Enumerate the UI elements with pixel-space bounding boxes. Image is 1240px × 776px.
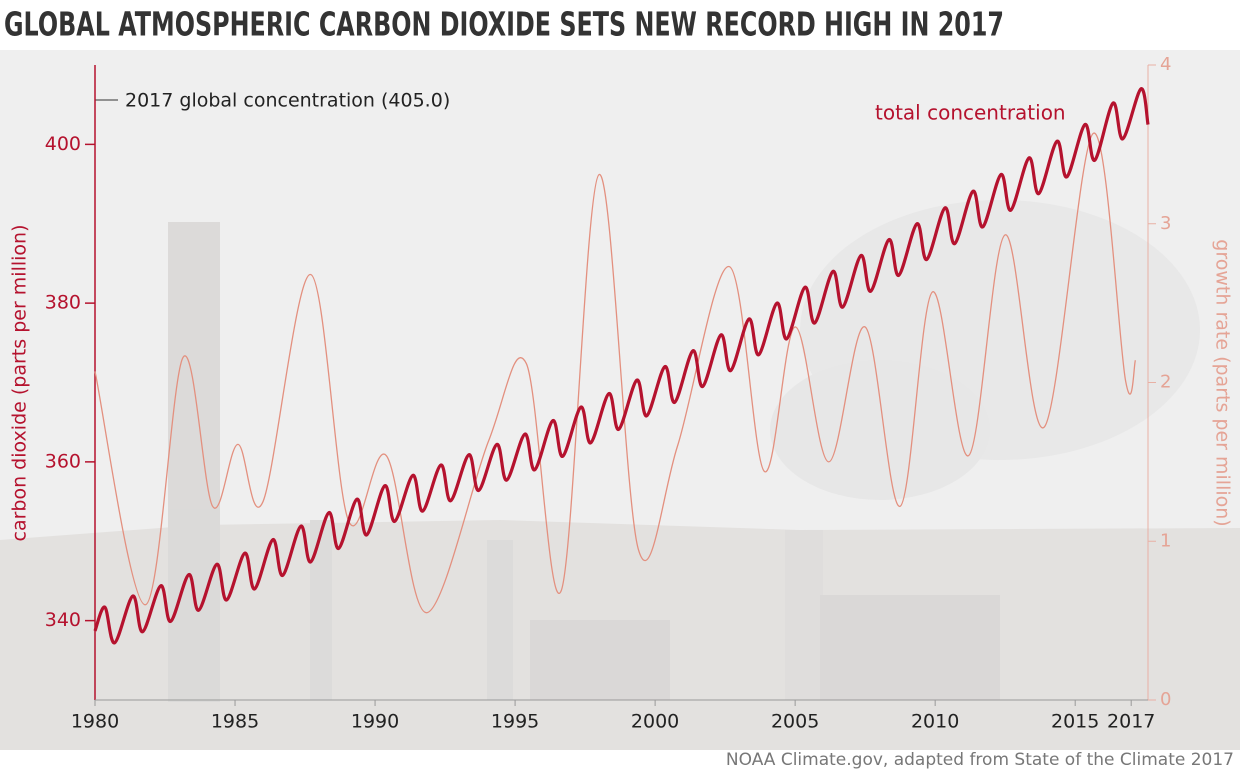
source-note: NOAA Climate.gov, adapted from State of … (726, 750, 1234, 770)
series-label: total concentration (875, 101, 1066, 125)
chart-title: GLOBAL ATMOSPHERIC CARBON DIOXIDE SETS N… (4, 5, 1004, 44)
x-tick-label: 1995 (491, 711, 539, 733)
x-tick-label: 2010 (911, 711, 959, 733)
y-tick-label: 360 (45, 450, 81, 472)
y2-axis-label: growth rate (parts per million) (1212, 239, 1234, 526)
y-tick-label: 340 (45, 609, 81, 631)
x-tick-label: 1980 (71, 711, 119, 733)
x-tick-label: 2000 (631, 711, 679, 733)
x-tick-label: 1985 (211, 711, 259, 733)
y-tick-label: 380 (45, 292, 81, 314)
y2-tick-label: 1 (1160, 530, 1171, 551)
x-tick-label: 1990 (351, 711, 399, 733)
growth-rate-line (94, 132, 1137, 614)
concentration-line (93, 87, 1150, 645)
y-axis-label: carbon dioxide (parts per million) (9, 225, 31, 542)
y2-tick-label: 4 (1160, 54, 1171, 75)
y2-tick-label: 3 (1160, 213, 1171, 234)
annotation: 2017 global concentration (405.0) (125, 90, 450, 112)
x-tick-label: 2005 (771, 711, 819, 733)
y-tick-label: 400 (45, 133, 81, 155)
x-tick-label: 2015 (1051, 711, 1099, 733)
y2-tick-label: 0 (1160, 689, 1171, 710)
x-tick-label: 2017 (1107, 711, 1155, 733)
photo-decoration (0, 200, 1240, 750)
y2-tick-label: 2 (1160, 372, 1171, 393)
